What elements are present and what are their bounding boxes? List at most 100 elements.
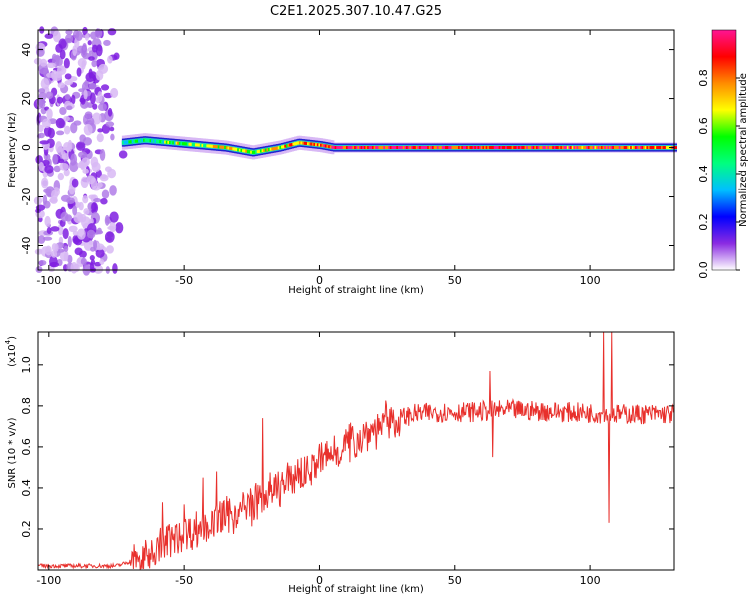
ridge-core (354, 146, 358, 150)
ridge-core (646, 146, 650, 150)
ridge-core (147, 139, 151, 143)
ridge-core (157, 139, 161, 143)
ridge-core (399, 146, 403, 150)
ridge-core (674, 146, 677, 150)
noise-blob (45, 91, 54, 99)
colorbar-tick-label: 0.2 (697, 213, 710, 231)
noise-blob (62, 228, 69, 240)
ridge-core (144, 138, 148, 142)
noise-blob (82, 168, 89, 174)
noise-blob (85, 72, 96, 83)
ridge-core (602, 146, 606, 150)
ridge-core (393, 146, 397, 150)
ridge-core (651, 146, 655, 150)
ridge-core (459, 146, 463, 150)
ridge-core (641, 146, 645, 150)
noise-blob (35, 265, 43, 274)
ridge-core (375, 146, 379, 150)
ridge-core (238, 148, 242, 152)
ridge-core (652, 146, 656, 150)
colorbar: 0.0 0.2 0.4 0.6 0.8 Normalized spectral ampl… (697, 29, 749, 279)
ridge-core (522, 146, 526, 150)
ridge-core (230, 147, 234, 151)
ridge-core (501, 146, 505, 150)
ridge-core (480, 146, 484, 150)
ridge-core (433, 146, 437, 150)
noise-blob (91, 44, 98, 53)
noise-blob (89, 218, 94, 225)
ridge-core (365, 146, 369, 150)
ridge-core (139, 139, 143, 143)
ridge-core (584, 146, 588, 150)
noise-blob (65, 214, 72, 222)
ridge-core (565, 146, 569, 150)
ridge-core (448, 146, 452, 150)
ridge-core (389, 146, 393, 150)
x-tick-label: 0 (316, 274, 323, 287)
noise-blob (106, 245, 114, 254)
y-tick-label: 40 (20, 43, 33, 57)
ridge-core (527, 146, 531, 150)
ridge-core (211, 144, 215, 148)
ridge-core (550, 146, 554, 150)
ridge-core (605, 146, 609, 150)
ridge-core (497, 146, 501, 150)
ridge-core (261, 149, 265, 153)
noise-blob (115, 222, 124, 234)
ridge-core (248, 150, 252, 154)
ridge-core (121, 141, 125, 145)
x-tick-label: 100 (580, 274, 601, 287)
ridge-core (479, 146, 483, 150)
ridge-core (190, 142, 194, 146)
y-tick-label: -20 (20, 188, 33, 206)
snr-y-label: SNR (10 * v/v) (7, 417, 18, 488)
noise-blob (82, 26, 88, 36)
ridge-core (467, 146, 471, 150)
ridge-core (355, 146, 359, 150)
ridge-core (406, 146, 410, 150)
ridge-core (316, 143, 320, 147)
ridge-core (263, 148, 267, 152)
noise-blob (38, 88, 46, 94)
noise-blob (44, 165, 54, 174)
noise-blob (82, 114, 88, 126)
noise-blob (88, 56, 95, 61)
ridge-core (294, 142, 298, 146)
ridge-core (526, 146, 530, 150)
noise-blob (91, 202, 97, 212)
ridge-core (573, 146, 577, 150)
snr-exponent: (x104) (4, 336, 18, 367)
ridge-core (576, 146, 580, 150)
ridge-core (173, 141, 177, 145)
ridge-core (648, 146, 652, 150)
ridge-core (130, 140, 134, 144)
ridge-core (628, 146, 632, 150)
spectrogram-plot-area (33, 26, 677, 276)
ridge-core (574, 146, 578, 150)
ridge-core (509, 146, 513, 150)
noise-blob (72, 45, 78, 57)
ridge-core (617, 146, 621, 150)
ridge-core (371, 146, 375, 150)
ridge-core (180, 142, 184, 146)
ridge-core (300, 141, 304, 145)
ridge-core (531, 146, 535, 150)
ridge-core (571, 146, 575, 150)
ridge-core (207, 144, 211, 148)
ridge-core (284, 144, 288, 148)
ridge-core (131, 140, 135, 144)
ridge-core (242, 149, 246, 153)
ridge-core (665, 146, 669, 150)
ridge-core (482, 146, 486, 150)
ridge-core (396, 146, 400, 150)
ridge-core (657, 146, 661, 150)
noise-blob (68, 117, 74, 123)
ridge-core (177, 141, 181, 145)
noise-blob (89, 261, 95, 271)
noise-blob (64, 34, 74, 44)
noise-blob (98, 63, 109, 75)
spectrogram-ridge (121, 133, 677, 160)
ridge-core (159, 140, 163, 144)
noise-blob (70, 262, 78, 274)
ridge-core (341, 146, 345, 150)
